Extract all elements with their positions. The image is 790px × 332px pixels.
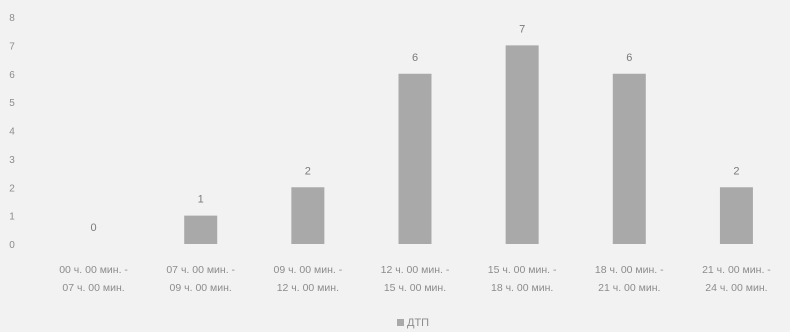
x-tick-label: 09 ч. 00 мин. [170,282,232,294]
x-tick-label: 15 ч. 00 мин. [384,282,446,294]
y-tick-label: 3 [9,155,15,166]
data-label: 0 [91,222,97,234]
y-tick-label: 5 [9,98,15,109]
x-tick-label: 00 ч. 00 мин. - [59,264,128,276]
data-label: 2 [305,165,311,177]
y-tick-label: 1 [9,212,15,223]
x-tick-label: 21 ч. 00 мин. - [702,264,771,276]
x-tick-label: 18 ч. 00 мин. [491,282,553,294]
x-tick-label: 18 ч. 00 мин. - [595,264,664,276]
bar [291,187,325,244]
data-label: 2 [733,165,739,177]
bar [505,45,539,244]
x-tick-label: 24 ч. 00 мин. [705,282,767,294]
x-tick-label: 07 ч. 00 мин. [62,282,124,294]
y-tick-label: 8 [9,13,15,24]
y-tick-label: 4 [9,127,15,138]
data-label: 6 [626,52,632,64]
data-label: 6 [412,52,418,64]
legend-label: ДТП [407,317,429,329]
legend-swatch [397,319,404,326]
x-tick-label: 15 ч. 00 мин. - [488,264,557,276]
y-tick-label: 6 [9,70,15,81]
bar [719,187,753,244]
x-tick-label: 07 ч. 00 мин. - [166,264,235,276]
x-tick-label: 09 ч. 00 мин. - [273,264,342,276]
x-tick-label: 21 ч. 00 мин. [598,282,660,294]
bar [398,73,432,244]
bar [184,215,218,244]
bar [612,73,646,244]
y-tick-label: 7 [9,41,15,52]
x-tick-label: 12 ч. 00 мин. [277,282,339,294]
x-tick-label: 12 ч. 00 мин. - [381,264,450,276]
y-tick-label: 0 [9,240,15,251]
y-tick-label: 2 [9,183,15,194]
data-label: 1 [198,194,204,206]
data-label: 7 [519,23,525,35]
